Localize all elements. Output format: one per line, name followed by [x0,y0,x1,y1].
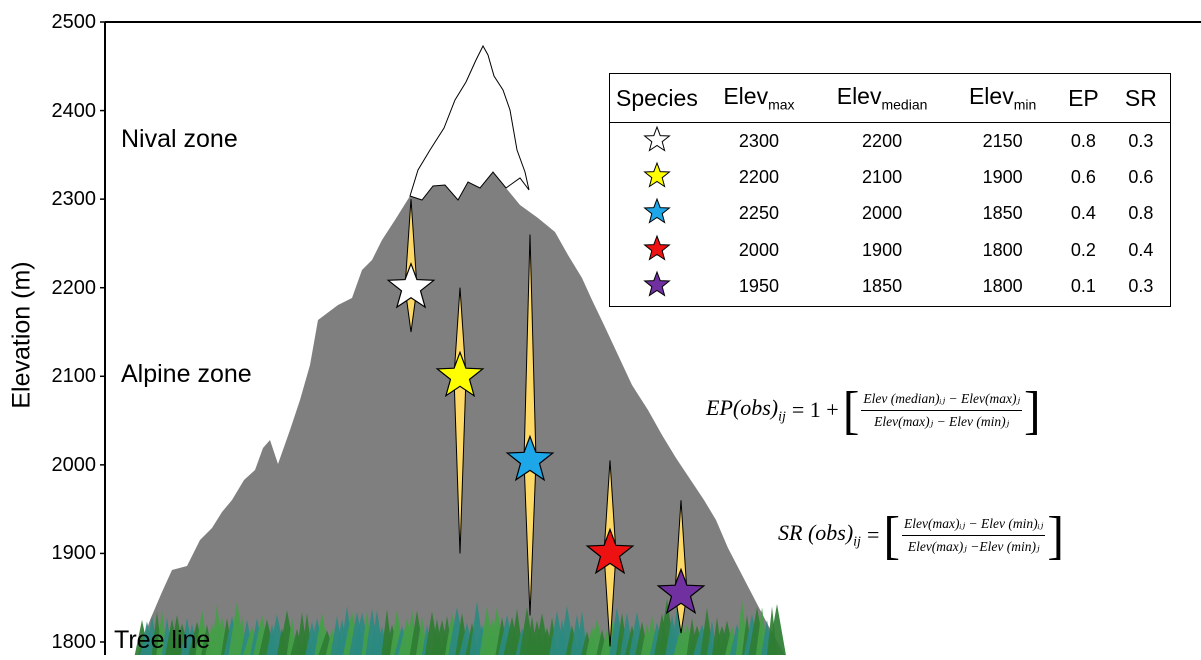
ep-numerator: Elev (median)ᵢⱼ − Elev(max)ⱼ [861,391,1023,411]
conifer-tree [768,603,786,655]
cell-ep: 0.6 [1070,167,1096,188]
y-tick-label: 2100 [51,365,97,388]
species-star-icon [643,161,671,188]
y-axis-ticks [100,21,105,643]
cell-sr: 0.6 [1128,167,1154,188]
header-sr: SR [1111,74,1170,123]
y-tick-label: 1900 [51,542,97,565]
y-tick-label: 2000 [51,453,97,476]
sr-equals: = [866,522,880,547]
cell-sr: 0.8 [1128,203,1154,224]
ep-fraction: Elev (median)ᵢⱼ − Elev(max)ⱼ Elev(max)ⱼ … [861,391,1023,430]
y-tick-label: 2300 [51,188,97,211]
cell-sr: 0.3 [1128,276,1154,297]
header-elev-min: Elevmin [950,74,1056,123]
header-elev-max: Elevmax [703,74,815,123]
species-ranges [386,199,706,647]
species-star-cell [610,269,704,305]
cell-ep: 0.8 [1070,130,1096,151]
cell-elev-min: 1800 [982,239,1023,260]
cell-elev-min: 2150 [982,130,1023,151]
y-tick-label: 2200 [51,276,97,299]
species-range-spindle [453,287,467,554]
cell-elev-max: 2300 [738,130,779,151]
species-star-icon [643,125,671,152]
cell-sr: 0.3 [1128,130,1154,151]
sr-formula: SR (obs)ij = [ Elev(max)ᵢⱼ − Elev (min)ᵢ… [778,505,1064,565]
cell-ep: 0.2 [1070,239,1096,260]
species-range-spindle [523,234,537,616]
snow-cap [409,44,530,201]
header-species: Species [610,74,704,123]
cell-elev-min: 1900 [982,167,1023,188]
alpine-zone-label: Alpine zone [121,360,252,388]
cell-elev-median: 2000 [862,203,903,224]
sr-numerator: Elev(max)ᵢⱼ − Elev (min)ᵢⱼ [902,516,1046,536]
table-row: 2200 2100 1900 0.6 0.6 [610,159,1170,195]
species-star-icon [643,234,671,261]
cell-elev-max: 2250 [738,203,779,224]
forest-band [134,598,786,655]
table-row: 2250 2000 1850 0.4 0.8 [610,196,1170,232]
species-star-cell [610,159,704,195]
cell-elev-median: 2100 [862,167,903,188]
cell-elev-median: 1900 [862,239,903,260]
tree-line-label: Tree line [114,626,211,654]
cell-ep: 0.4 [1070,203,1096,224]
species-star-cell [610,232,704,268]
cell-elev-max: 2200 [738,167,779,188]
species-median-star [386,261,436,309]
cell-elev-min: 1800 [982,276,1023,297]
species-median-star [585,527,635,575]
header-elev-median: Elevmedian [814,74,951,123]
header-ep: EP [1055,74,1112,123]
y-tick-label: 1800 [51,631,97,653]
species-median-star [505,434,555,482]
ep-formula: EP(obs)ij = 1 + [ Elev (median)ᵢⱼ − Elev… [706,380,1041,440]
nival-zone-label: Nival zone [121,125,238,153]
cell-elev-median: 1850 [862,276,903,297]
sr-denominator: Elev(max)ⱼ −Elev (min)ⱼ [907,538,1040,554]
ep-equals: = 1 + [791,397,839,422]
species-star-icon [643,198,671,225]
species-median-star [656,567,706,615]
table-row: 2000 1900 1800 0.2 0.4 [610,232,1170,268]
table-row: 2300 2200 2150 0.8 0.3 [610,123,1170,160]
cell-sr: 0.4 [1128,239,1154,260]
species-star-cell [610,196,704,232]
y-tick-label: 2400 [51,99,97,122]
sr-fraction: Elev(max)ᵢⱼ − Elev (min)ᵢⱼ Elev(max)ⱼ −E… [902,516,1046,555]
species-median-star [435,350,485,398]
species-star-cell [610,123,704,160]
cell-ep: 0.1 [1070,276,1096,297]
ep-denominator: Elev(max)ⱼ − Elev (min)ⱼ [874,413,1010,429]
species-table: Species Elevmax Elevmedian Elevmin EP SR… [609,73,1171,307]
cell-elev-max: 1950 [738,276,779,297]
species-star-icon [643,270,671,297]
cell-elev-max: 2000 [738,239,779,260]
cell-elev-median: 2200 [862,130,903,151]
y-tick-label: 2500 [51,11,97,33]
table-row: 1950 1850 1800 0.1 0.3 [610,269,1170,305]
table-header-row: Species Elevmax Elevmedian Elevmin EP SR [610,74,1170,123]
cell-elev-min: 1850 [982,203,1023,224]
